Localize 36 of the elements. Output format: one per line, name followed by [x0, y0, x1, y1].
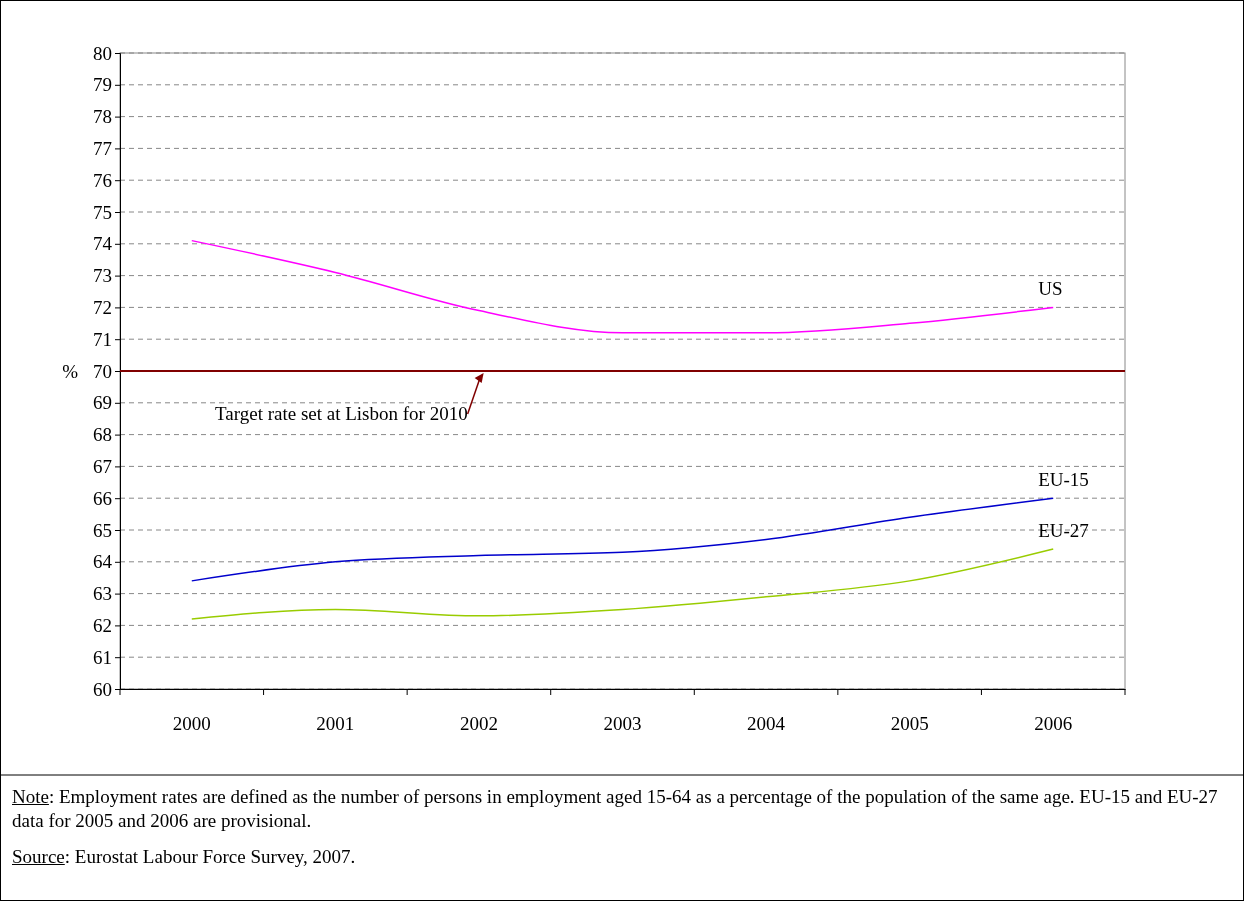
x-tick-label: 2004 — [747, 713, 786, 735]
y-tick-label: 64 — [93, 551, 113, 573]
y-tick-label: 74 — [93, 233, 113, 255]
text: Note: Employment rates are defined as the number of persons in employment aged 15-64 as a percentage of the population of the same age. EU-15 and EU-27 data for 2005 and 2006 are provisional. — [12, 786, 1218, 831]
y-tick-label: 76 — [93, 169, 112, 191]
y-tick-label: 79 — [93, 74, 112, 96]
y-tick-label: 71 — [93, 328, 112, 350]
y-tick-label: 78 — [93, 106, 112, 128]
y-tick-label: 69 — [93, 392, 112, 414]
x-tick-label: 2002 — [459, 713, 498, 735]
y-tick-label: 60 — [93, 678, 112, 700]
y-tick-label: 63 — [93, 583, 112, 605]
y-axis-title: % — [62, 360, 79, 382]
y-tick-label: 75 — [93, 201, 112, 223]
x-tick-label: 2001 — [316, 713, 355, 735]
legend-label: Target rate set at Lisbon for 2010 — [215, 403, 468, 424]
y-tick-label: 65 — [93, 519, 112, 541]
y-tick-label: 61 — [93, 646, 112, 668]
source-note: Source: Eurostat Labour Force Survey, 2007. — [12, 846, 356, 867]
line-series — [191, 548, 1054, 620]
y-tick-label: 72 — [93, 296, 112, 318]
y-tick-label: 62 — [93, 614, 112, 636]
y-tick-label: 67 — [93, 455, 112, 477]
y-tick-label: 73 — [93, 265, 112, 287]
x-tick-label: 2005 — [890, 713, 929, 735]
series-label: EU-27 — [1038, 520, 1089, 542]
x-tick-label: 2006 — [1034, 713, 1073, 735]
series-label: EU-15 — [1038, 469, 1089, 491]
y-tick-label: 66 — [93, 487, 112, 509]
x-tick-label: 2000 — [172, 713, 211, 735]
x-tick-label: 2003 — [603, 713, 642, 735]
y-tick-label: 80 — [93, 42, 112, 64]
y-tick-label: 77 — [93, 137, 112, 159]
y-tick-label: 70 — [93, 360, 112, 382]
series-label: US — [1038, 278, 1063, 300]
y-tick-label: 68 — [93, 424, 112, 446]
